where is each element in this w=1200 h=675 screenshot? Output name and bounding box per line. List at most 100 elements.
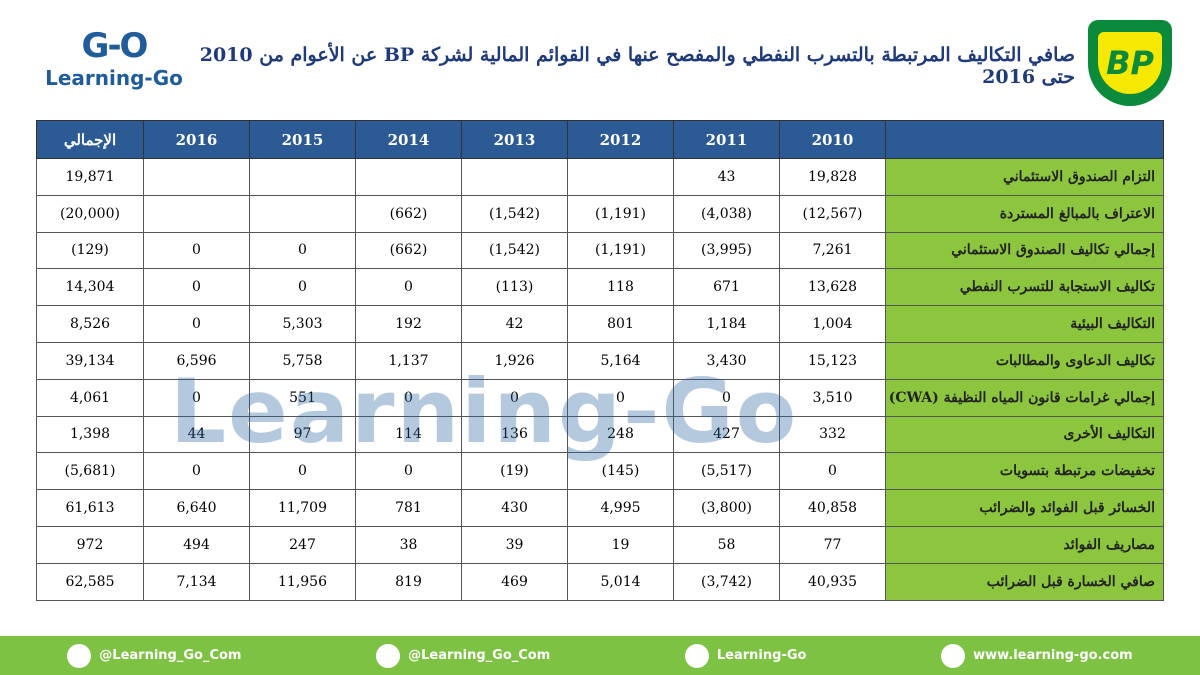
cell: (5,517) xyxy=(673,452,780,491)
cell-value: 1,398 xyxy=(69,426,111,443)
cell: 0 xyxy=(249,231,356,270)
cell: (113) xyxy=(461,268,568,307)
cell: 114 xyxy=(355,415,462,454)
column-header: 2011 xyxy=(673,120,780,159)
brand-text: BP xyxy=(1098,32,1162,94)
table-row: مصاريف الفوائد 77 58 19 39 38 247 494 972 xyxy=(36,525,1164,564)
cell-value: 61,613 xyxy=(65,500,115,517)
cell: 7,261 xyxy=(779,231,886,270)
cell: (3,995) xyxy=(673,231,780,270)
cell: 77 xyxy=(779,525,886,564)
cell-value: 0 xyxy=(828,463,837,480)
cell: 469 xyxy=(461,562,568,601)
cell-value: 0 xyxy=(616,389,625,406)
cell-value: 43 xyxy=(717,168,736,185)
cell-value: 0 xyxy=(722,389,731,406)
cell-value: (19) xyxy=(500,463,529,480)
cell-value: 247 xyxy=(289,536,316,553)
column-header xyxy=(885,120,1164,159)
brand-logo: BP xyxy=(1088,20,1172,106)
cell: 61,613 xyxy=(36,489,144,527)
cell-value: 44 xyxy=(187,426,206,443)
cell-value: 248 xyxy=(607,426,634,443)
cell-value: 0 xyxy=(404,279,413,296)
cell: 19,871 xyxy=(36,158,144,196)
row-label: تخفيضات مرتبطة بتسويات xyxy=(885,452,1164,491)
column-header: 2014 xyxy=(355,120,462,159)
cell: 19 xyxy=(567,525,674,564)
logo-text: Learning-Go xyxy=(45,66,183,90)
table-row: الخسائر قبل الفوائد والضرائب 40,858 (3,800… xyxy=(36,489,1164,527)
column-header: 2016 xyxy=(143,120,250,159)
cell: 192 xyxy=(355,305,462,343)
cell: (662) xyxy=(355,194,462,233)
cell: (3,800) xyxy=(673,489,780,527)
cell: 247 xyxy=(249,525,356,564)
cell-value: 15,123 xyxy=(808,352,857,369)
table-row: إجمالي غرامات قانون المياه النظيفة (CWA)… xyxy=(36,378,1164,417)
cell-value: 7,134 xyxy=(176,573,217,590)
cell: (19) xyxy=(461,452,568,491)
cell: 15,123 xyxy=(779,341,886,380)
cell: 0 xyxy=(355,452,462,491)
cell-value: 3,510 xyxy=(812,389,853,406)
cell: 1,137 xyxy=(355,341,462,380)
cell: 5,758 xyxy=(249,341,356,380)
cell: 781 xyxy=(355,489,462,527)
cell-value: 0 xyxy=(510,389,519,406)
cell: 42 xyxy=(461,305,568,343)
cell-value: (113) xyxy=(495,279,534,296)
cell: 972 xyxy=(36,525,144,564)
cell-value: 58 xyxy=(717,536,736,553)
cell-value: 0 xyxy=(192,242,201,259)
cell-value: (3,995) xyxy=(700,242,752,259)
cell: 0 xyxy=(249,268,356,307)
table-row: التزام الصندوق الاستئماني 19,828 43 19,871 xyxy=(36,158,1164,196)
cell-value: 0 xyxy=(192,389,201,406)
cell-value: 39,134 xyxy=(65,352,115,369)
cell-value: (4,038) xyxy=(700,205,752,222)
footer-text: @Learning_Go_Com xyxy=(99,648,242,663)
table-row: صافي الخسارة قبل الضرائب 40,935 (3,742) 5,0… xyxy=(36,562,1164,601)
cell: 14,304 xyxy=(36,268,144,307)
cell-value: 19 xyxy=(611,536,630,553)
row-label: التكاليف الأخرى xyxy=(885,415,1164,454)
cell: 19,828 xyxy=(779,158,886,196)
cell: 39 xyxy=(461,525,568,564)
cell-value: 1,137 xyxy=(388,352,429,369)
footer-icon xyxy=(941,643,966,668)
row-label: التزام الصندوق الاستئماني xyxy=(885,158,1164,196)
table-row: إجمالي تكاليف الصندوق الاستئماني 7,261 (3,… xyxy=(36,231,1164,270)
cell: 0 xyxy=(249,452,356,491)
cell-value: 4,995 xyxy=(600,500,641,517)
cell-value: (12,567) xyxy=(802,205,863,222)
cell-value: 14,304 xyxy=(65,279,115,296)
cell: 44 xyxy=(143,415,250,454)
cost-table: 2010 2011 2012 2013 2014 2015 2016 الإجمالي التز… xyxy=(36,120,1164,601)
cell-value: (20,000) xyxy=(60,205,120,222)
table-row: الاعتراف بالمبالغ المستردة (12,567) (4,038… xyxy=(36,194,1164,233)
cell-value: (129) xyxy=(71,242,109,259)
row-label: التكاليف البيئية xyxy=(885,305,1164,343)
cell: 0 xyxy=(143,378,250,417)
cell-value: (1,542) xyxy=(488,242,540,259)
table-row: تكاليف الدعاوى والمطالبات 15,123 3,430 5,16… xyxy=(36,341,1164,380)
cell-value: 11,709 xyxy=(278,500,327,517)
row-label: مصاريف الفوائد xyxy=(885,525,1164,564)
cell: 1,398 xyxy=(36,415,144,454)
cell xyxy=(567,158,674,196)
cell: 801 xyxy=(567,305,674,343)
cell: (662) xyxy=(355,231,462,270)
cell: 494 xyxy=(143,525,250,564)
cell: 5,164 xyxy=(567,341,674,380)
cell: (1,542) xyxy=(461,231,568,270)
table-row: التكاليف الأخرى 332 427 248 136 114 97 44 1,398 xyxy=(36,415,1164,454)
footer: @Learning_Go_Com @Learning_Go_Com Learning… xyxy=(0,636,1200,675)
cell-value: (662) xyxy=(389,205,428,222)
cell: 819 xyxy=(355,562,462,601)
footer-text: @Learning_Go_Com xyxy=(408,648,551,663)
footer-text: www.learning-go.com xyxy=(973,648,1133,663)
cell: 0 xyxy=(567,378,674,417)
cell: 0 xyxy=(461,378,568,417)
row-label: الخسائر قبل الفوائد والضرائب xyxy=(885,489,1164,527)
